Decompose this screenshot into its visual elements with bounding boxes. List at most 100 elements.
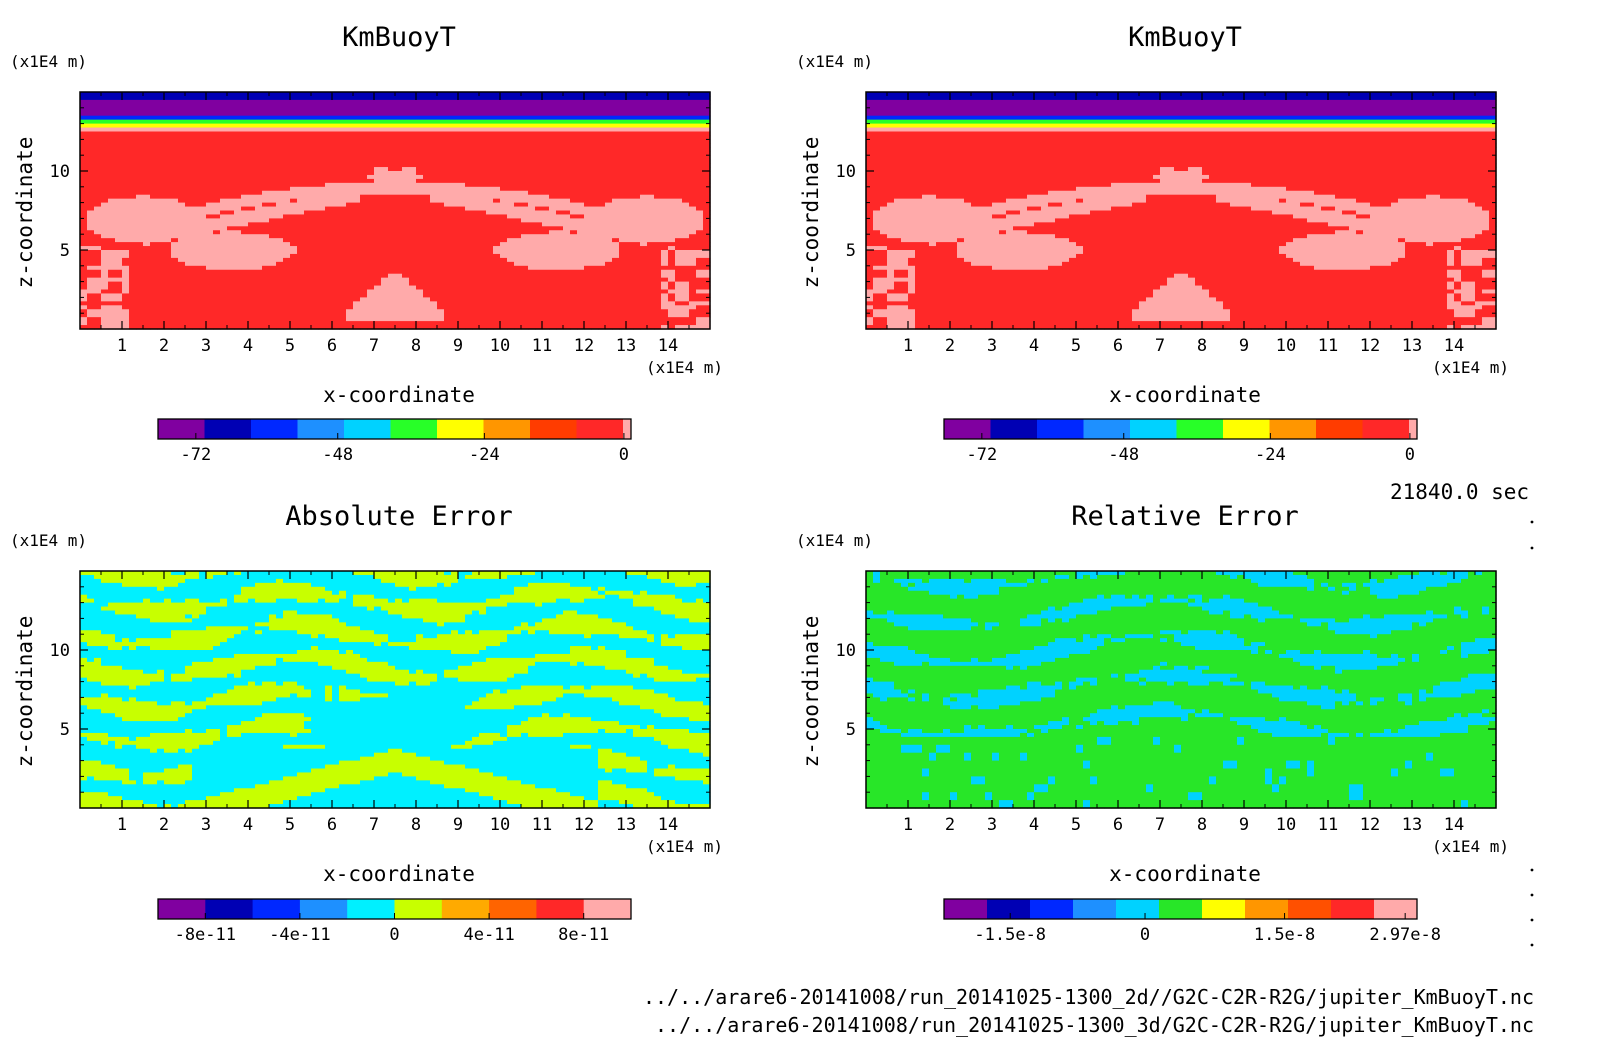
field-cell bbox=[535, 266, 543, 271]
field-cell bbox=[80, 238, 88, 243]
field-cell bbox=[199, 282, 207, 287]
field-cell bbox=[269, 282, 277, 287]
field-cell bbox=[619, 270, 627, 275]
field-cell bbox=[591, 116, 599, 121]
field-cell bbox=[185, 199, 193, 204]
field-cell bbox=[612, 270, 620, 275]
field-cell bbox=[241, 132, 249, 137]
field-cell bbox=[150, 218, 158, 223]
field-cell bbox=[360, 187, 368, 192]
field-cell bbox=[654, 179, 662, 184]
field-cell bbox=[129, 211, 137, 216]
field-cell bbox=[605, 96, 613, 101]
field-cell bbox=[549, 139, 557, 144]
field-cell bbox=[339, 104, 347, 109]
field-cell bbox=[535, 147, 543, 152]
field-cell bbox=[612, 211, 620, 216]
field-cell bbox=[493, 254, 501, 259]
field-cell bbox=[444, 290, 452, 295]
field-cell bbox=[129, 199, 137, 204]
field-cell bbox=[500, 171, 508, 176]
field-cell bbox=[283, 108, 291, 113]
field-cell bbox=[325, 274, 333, 279]
field-cell bbox=[500, 143, 508, 148]
field-cell bbox=[129, 112, 137, 117]
field-cell bbox=[115, 203, 123, 208]
field-cell bbox=[227, 199, 235, 204]
field-cell bbox=[465, 116, 473, 121]
field-cell bbox=[304, 179, 312, 184]
field-cell bbox=[472, 282, 480, 287]
field-cell bbox=[458, 238, 466, 243]
field-cell bbox=[395, 297, 403, 302]
field-cell bbox=[465, 309, 473, 314]
field-cell bbox=[94, 238, 102, 243]
field-cell bbox=[94, 171, 102, 176]
field-cell bbox=[262, 175, 270, 180]
field-cell bbox=[115, 226, 123, 231]
field-cell bbox=[381, 139, 389, 144]
field-cell bbox=[80, 116, 88, 121]
field-cell bbox=[640, 151, 648, 156]
field-cell bbox=[521, 313, 529, 318]
field-cell bbox=[129, 163, 137, 168]
field-cell bbox=[416, 290, 424, 295]
field-cell bbox=[437, 226, 445, 231]
field-cell bbox=[640, 120, 648, 125]
field-cell bbox=[290, 179, 298, 184]
field-cell bbox=[626, 183, 634, 188]
field-cell bbox=[535, 163, 543, 168]
field-cell bbox=[87, 120, 95, 125]
field-cell bbox=[584, 286, 592, 291]
field-cell bbox=[367, 112, 375, 117]
field-cell bbox=[654, 124, 662, 129]
field-cell bbox=[444, 293, 452, 298]
field-cell bbox=[178, 108, 186, 113]
field-cell bbox=[423, 226, 431, 231]
field-cell bbox=[451, 238, 459, 243]
field-cell bbox=[654, 258, 662, 263]
field-cell bbox=[346, 211, 354, 216]
field-cell bbox=[150, 120, 158, 125]
field-cell bbox=[220, 254, 228, 259]
field-cell bbox=[500, 234, 508, 239]
field-cell bbox=[619, 179, 627, 184]
field-cell bbox=[577, 143, 585, 148]
field-cell bbox=[591, 293, 599, 298]
field-cell bbox=[430, 297, 438, 302]
field-cell bbox=[241, 242, 249, 247]
field-cell bbox=[598, 159, 606, 164]
field-cell bbox=[584, 128, 592, 133]
field-cell bbox=[451, 222, 459, 227]
field-cell bbox=[122, 135, 130, 140]
field-cell bbox=[549, 167, 557, 172]
field-cell bbox=[297, 274, 305, 279]
field-cell bbox=[185, 155, 193, 160]
field-cell bbox=[458, 112, 466, 117]
field-cell bbox=[521, 195, 529, 200]
field-cell bbox=[486, 266, 494, 271]
field-cell bbox=[437, 108, 445, 113]
field-cell bbox=[101, 104, 109, 109]
field-cell bbox=[178, 234, 186, 239]
field-cell bbox=[598, 309, 606, 314]
field-cell bbox=[528, 301, 536, 306]
field-cell bbox=[507, 179, 515, 184]
field-cell bbox=[528, 187, 536, 192]
field-cell bbox=[164, 207, 172, 212]
field-cell bbox=[563, 207, 571, 212]
field-cell bbox=[591, 120, 599, 125]
field-cell bbox=[276, 282, 284, 287]
field-cell bbox=[185, 112, 193, 117]
field-cell bbox=[500, 297, 508, 302]
field-cell bbox=[150, 230, 158, 235]
field-cell bbox=[171, 147, 179, 152]
field-cell bbox=[325, 230, 333, 235]
field-cell bbox=[143, 120, 151, 125]
field-cell bbox=[94, 293, 102, 298]
field-cell bbox=[318, 183, 326, 188]
field-cell bbox=[451, 214, 459, 219]
field-cell bbox=[458, 120, 466, 125]
field-cell bbox=[192, 286, 200, 291]
field-cell bbox=[206, 112, 214, 117]
